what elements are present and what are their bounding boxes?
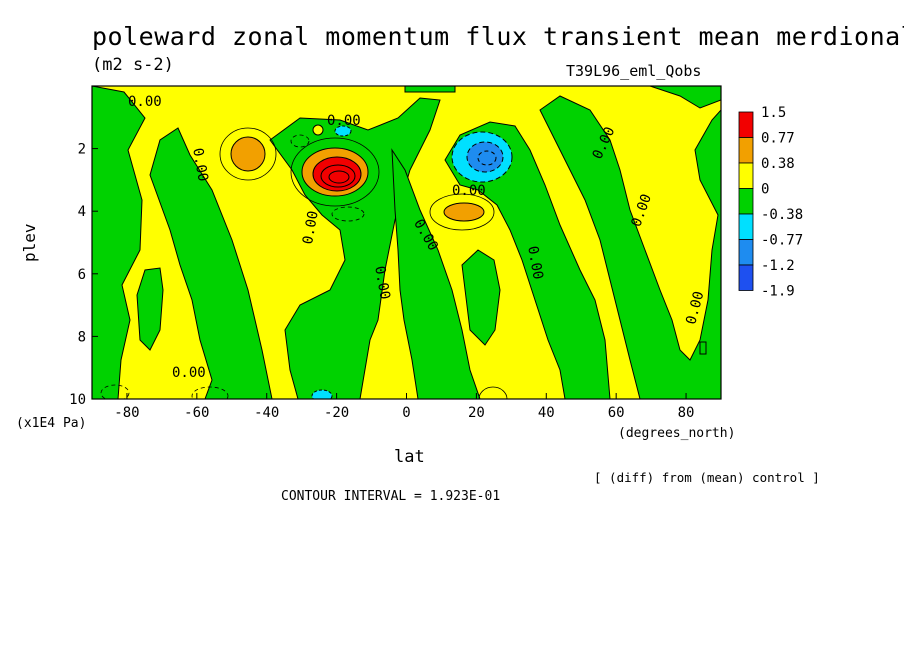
contour-ring-south-peak-2 bbox=[328, 170, 350, 184]
colorbar-swatch bbox=[738, 111, 754, 138]
green-region-north-right bbox=[539, 95, 721, 399]
x-tick-label: 80 bbox=[678, 405, 695, 421]
colorbar-label: -1.2 bbox=[761, 258, 795, 274]
contour-label-text: 0.00 bbox=[371, 265, 393, 301]
contour-ring-west bbox=[219, 127, 277, 181]
colorbar-label: 0.77 bbox=[761, 131, 795, 147]
colorbar-swatch bbox=[738, 213, 754, 240]
colorbar-label: -0.38 bbox=[761, 207, 803, 223]
x-tick-label: -20 bbox=[324, 405, 349, 421]
contour-label: 0.00 bbox=[172, 365, 206, 381]
colorbar-swatch bbox=[738, 137, 754, 164]
plot-field bbox=[92, 86, 721, 399]
contour-label: 0.00 bbox=[128, 94, 162, 110]
green-region-central-north bbox=[391, 148, 481, 399]
x-tick-label: 20 bbox=[468, 405, 485, 421]
colorbar-label: -1.9 bbox=[761, 284, 795, 300]
green-region-south-lower bbox=[136, 267, 164, 351]
blue-region-north-low bbox=[466, 141, 504, 173]
dashed-contour-mid bbox=[331, 206, 365, 222]
chart-title: poleward zonal momentum flux transient m… bbox=[92, 22, 904, 51]
contour-label: 0.00 bbox=[300, 210, 322, 246]
green-region-west bbox=[92, 86, 146, 399]
contour-label: 0.00 bbox=[189, 147, 211, 183]
x-axis-label: lat bbox=[394, 447, 425, 467]
contour-label: 0.00 bbox=[452, 183, 486, 199]
y-tick-label: 8 bbox=[78, 329, 86, 345]
dashed-contour-bottom-left bbox=[191, 386, 229, 399]
run-label: T39L96_eml_Qobs bbox=[566, 62, 702, 80]
dashed-contour-bottom-far-left bbox=[100, 384, 130, 399]
y-axis-units: (x1E4 Pa) bbox=[16, 416, 87, 431]
colorbar-label: 0.38 bbox=[761, 156, 795, 172]
green-region-east-top bbox=[649, 86, 721, 109]
y-axis-ticks: 2 4 6 8 10 bbox=[69, 142, 98, 408]
x-tick-label: -80 bbox=[114, 405, 139, 421]
colorbar-swatch bbox=[738, 264, 754, 291]
green-region-west-band bbox=[149, 127, 273, 399]
colorbar-swatch bbox=[738, 162, 754, 189]
colorbar-label: 0 bbox=[761, 182, 769, 198]
y-tick-label: 2 bbox=[78, 142, 86, 158]
contour-ring-south-peak-1 bbox=[320, 164, 356, 188]
y-tick-label: 10 bbox=[69, 392, 86, 408]
green-region-north-bump bbox=[461, 249, 501, 346]
contour-interval: CONTOUR INTERVAL = 1.923E-01 bbox=[281, 489, 501, 504]
colorbar-label: 1.5 bbox=[761, 105, 786, 121]
contour-label-text: 0.00 bbox=[189, 147, 211, 183]
contour-label-text: 0.00 bbox=[524, 245, 546, 281]
contour-ring-north-low bbox=[477, 150, 497, 166]
contour-label-text: 0.00 bbox=[327, 113, 361, 129]
orange-region-west bbox=[230, 136, 266, 172]
green-strip-top bbox=[404, 86, 456, 93]
contour-label: 0.00 bbox=[327, 113, 361, 129]
x-tick-label: -40 bbox=[254, 405, 279, 421]
contour-label-text: 0.00 bbox=[128, 94, 162, 110]
contour-label: 0.00 bbox=[371, 265, 393, 301]
contour-label-text: 0.00 bbox=[452, 183, 486, 199]
contour-ring-bottom bbox=[478, 386, 508, 399]
y-axis-label: plev bbox=[20, 223, 39, 262]
x-tick-label: 40 bbox=[538, 405, 555, 421]
x-axis-ticks: -80 -60 -40 -20 0 20 40 60 80 bbox=[114, 393, 694, 421]
diff-note: [ (diff) from (mean) control ] bbox=[594, 470, 820, 485]
colorbar: 1.5 0.77 0.38 0 -0.38 -0.77 -1.2 -1.9 bbox=[738, 105, 803, 300]
green-dot-east bbox=[699, 341, 707, 355]
small-yellow-island bbox=[312, 124, 324, 136]
dashed-contour-upper bbox=[290, 134, 310, 148]
colorbar-label: -0.77 bbox=[761, 233, 803, 249]
green-region-north-midlat bbox=[444, 121, 611, 399]
chart-units: (m2 s-2) bbox=[92, 55, 174, 75]
x-axis-units: (degrees_north) bbox=[618, 426, 736, 441]
small-cyan-patch-bottom bbox=[311, 389, 333, 399]
y-tick-label: 6 bbox=[78, 267, 86, 283]
contour-label: 0.00 bbox=[524, 245, 546, 281]
contour-ring-north bbox=[429, 193, 495, 231]
red-region-south-peak bbox=[312, 156, 362, 192]
colorbar-swatch bbox=[738, 188, 754, 215]
x-tick-label: -60 bbox=[184, 405, 209, 421]
colorbar-swatch bbox=[738, 239, 754, 266]
x-tick-label: 0 bbox=[402, 405, 410, 421]
contour-ring-south-peak-3 bbox=[290, 137, 380, 207]
contour-label-text: 0.00 bbox=[300, 210, 322, 246]
y-tick-label: 4 bbox=[78, 204, 86, 220]
orange-region-north bbox=[443, 202, 485, 222]
contour-label-text: 0.00 bbox=[172, 365, 206, 381]
small-cyan-patch-top bbox=[334, 125, 352, 137]
x-tick-label: 60 bbox=[608, 405, 625, 421]
